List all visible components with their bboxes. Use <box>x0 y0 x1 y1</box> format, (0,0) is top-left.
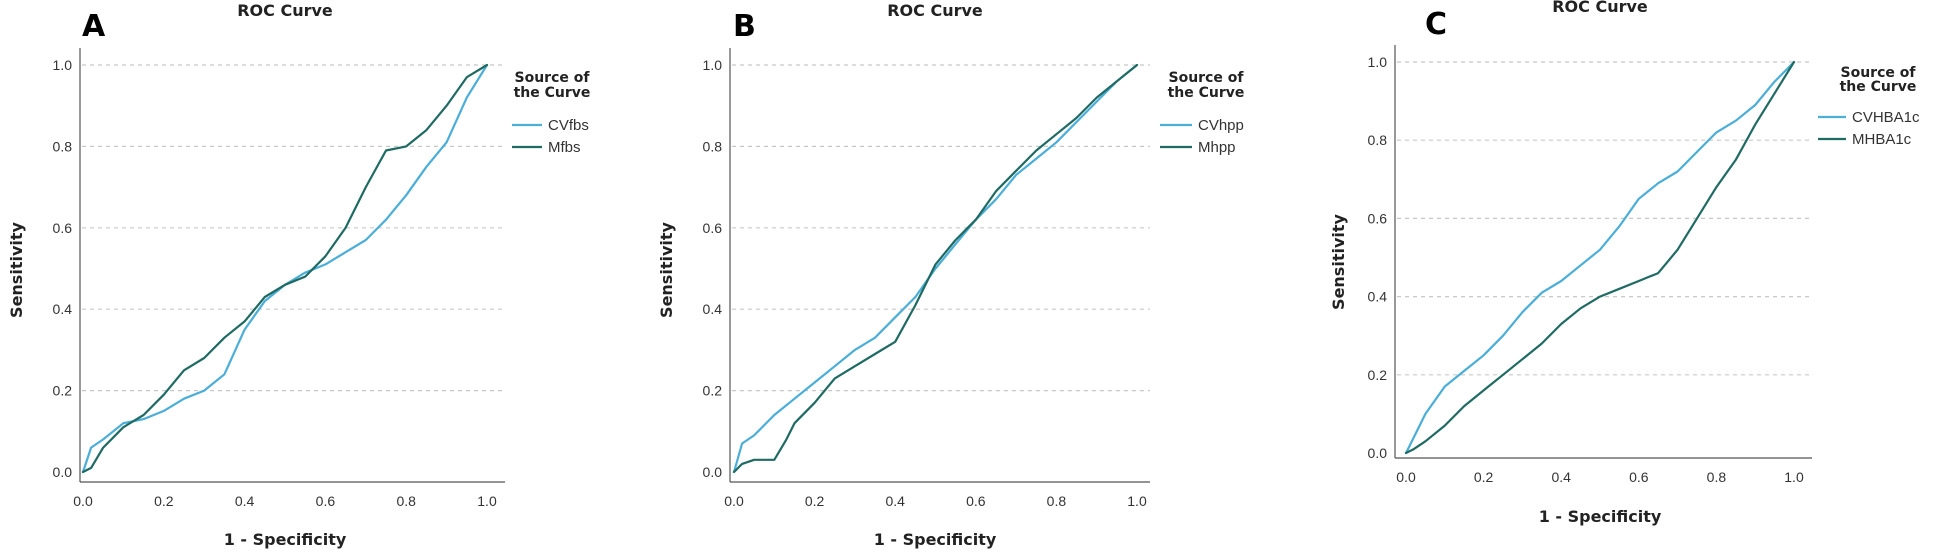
y-tick-label: 0.2 <box>53 383 73 399</box>
y-tick-label: 0.0 <box>1368 445 1388 461</box>
roc-line-mfbs <box>81 63 489 474</box>
chart-title: ROC Curve <box>1552 0 1648 16</box>
x-tick-label: 1.0 <box>1127 493 1147 509</box>
x-tick-label: 0.0 <box>724 493 744 509</box>
y-tick-label: 1.0 <box>1368 54 1388 70</box>
legend-title-line: the Curve <box>514 85 591 101</box>
legend-label-mfbs: Mfbs <box>548 139 581 156</box>
x-tick-label: 0.6 <box>966 493 986 509</box>
roc-line-cvhba1c <box>1404 60 1796 455</box>
x-tick-label: 0.2 <box>1474 469 1494 485</box>
x-axis-label: 1 - Specificity <box>1539 507 1662 526</box>
legend-title-line: Source of <box>1169 70 1245 86</box>
roc-line-mhba1c <box>1404 60 1796 455</box>
x-tick-label: 0.4 <box>235 493 255 509</box>
y-tick-label: 0.2 <box>1368 367 1388 383</box>
panel-label: A <box>82 9 106 44</box>
y-tick-label: 0.4 <box>53 301 73 317</box>
legend-label-cvfbs: CVfbs <box>548 117 589 134</box>
x-tick-label: 0.2 <box>154 493 174 509</box>
legend-label-cvhba1c: CVHBA1c <box>1852 109 1920 126</box>
roc-line-cvhpp <box>732 63 1139 474</box>
legend-title-line: the Curve <box>1840 79 1917 95</box>
roc-chart-panel-c: C ROC Curve 0.0 0.2 0.4 0.6 0.8 1.0 0.0 0.2 0.4 0.6… <box>1329 0 1920 526</box>
y-tick-label: 0.0 <box>53 464 73 480</box>
legend-label-cvhpp: CVhpp <box>1198 117 1244 134</box>
x-tick-label: 0.6 <box>1629 469 1649 485</box>
legend-title: Source of the Curve <box>1840 65 1917 95</box>
x-tick-label: 0.4 <box>885 493 905 509</box>
y-tick-label: 0.4 <box>703 301 723 317</box>
y-axis-label: Sensitivity <box>1329 213 1348 309</box>
y-tick-label: 0.2 <box>703 383 723 399</box>
chart-title: ROC Curve <box>237 1 333 20</box>
legend-title-line: Source of <box>1841 65 1917 81</box>
x-tick-label: 0.0 <box>1396 469 1416 485</box>
x-tick-label: 0.4 <box>1551 469 1571 485</box>
x-tick-label: 1.0 <box>477 493 497 509</box>
legend-title-line: the Curve <box>1168 85 1245 101</box>
x-axis-label: 1 - Specificity <box>224 530 347 549</box>
roc-chart-panel-a: A ROC Curve 0.0 0.2 0.4 0.6 0.8 1.0 0.0 0.2 0.4 0.6… <box>7 1 590 549</box>
legend-label-mhba1c: MHBA1c <box>1852 131 1912 148</box>
x-tick-label: 0.8 <box>1707 469 1727 485</box>
y-tick-label: 1.0 <box>53 57 73 73</box>
panel-label: B <box>733 9 756 44</box>
y-axis-label: Sensitivity <box>7 221 26 317</box>
x-tick-label: 1.0 <box>1784 469 1804 485</box>
y-tick-label: 0.0 <box>703 464 723 480</box>
panel-label: C <box>1425 7 1447 42</box>
legend-title: Source of the Curve <box>1168 70 1245 101</box>
roc-line-cvfbs <box>81 63 489 474</box>
legend-title: Source of the Curve <box>514 70 591 101</box>
y-tick-label: 1.0 <box>703 57 723 73</box>
y-tick-label: 0.8 <box>1368 132 1388 148</box>
x-tick-label: 0.8 <box>1047 493 1067 509</box>
legend-label-mhpp: Mhpp <box>1198 139 1236 156</box>
roc-chart-panel-b: B ROC Curve 0.0 0.2 0.4 0.6 0.8 1.0 0.0 0.2 0.4 0.6… <box>657 1 1244 549</box>
y-tick-label: 0.8 <box>703 138 723 154</box>
y-tick-label: 0.6 <box>703 220 723 236</box>
x-tick-label: 0.6 <box>316 493 336 509</box>
legend-title-line: Source of <box>515 70 591 86</box>
y-tick-label: 0.6 <box>1368 210 1388 226</box>
x-axis-label: 1 - Specificity <box>874 530 997 549</box>
x-tick-label: 0.2 <box>805 493 825 509</box>
y-tick-label: 0.8 <box>53 138 73 154</box>
y-tick-label: 0.6 <box>53 220 73 236</box>
roc-line-mhpp <box>732 63 1139 474</box>
x-tick-label: 0.8 <box>396 493 416 509</box>
y-tick-label: 0.4 <box>1368 289 1388 305</box>
chart-title: ROC Curve <box>887 1 983 20</box>
y-axis-label: Sensitivity <box>657 221 676 317</box>
x-tick-label: 0.0 <box>73 493 93 509</box>
